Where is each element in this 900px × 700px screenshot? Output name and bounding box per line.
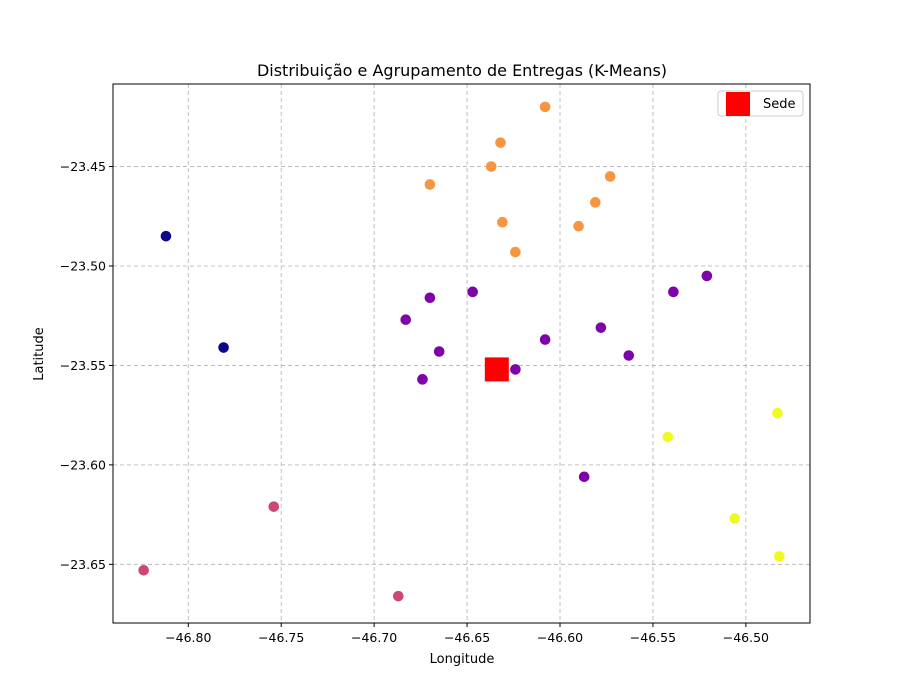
cluster-3-point	[510, 246, 521, 258]
cluster-1-point	[539, 334, 551, 345]
y-tick-label: −23.60	[60, 457, 106, 472]
cluster-3-point	[604, 171, 616, 182]
y-axis-label: Latitude	[32, 327, 47, 381]
cluster-1-point	[701, 270, 713, 282]
cluster-2-point	[268, 501, 280, 512]
headquarters-marker	[484, 357, 509, 382]
cluster-1-point	[400, 314, 412, 325]
cluster-1-point	[623, 350, 635, 361]
x-tick-label: −46.65	[444, 630, 490, 645]
cluster-4-point	[662, 431, 674, 443]
cluster-3-point	[539, 101, 551, 113]
cluster-4-point	[772, 407, 783, 419]
x-tick-label: −46.70	[351, 630, 397, 645]
chart-title: Distribuição e Agrupamento de Entregas (…	[257, 61, 667, 80]
cluster-1-point	[510, 364, 521, 375]
cluster-0-point	[160, 230, 172, 242]
cluster-1-point	[417, 374, 428, 385]
cluster-1-point	[424, 292, 436, 304]
x-tick-label: −46.75	[258, 630, 304, 645]
y-tick-label: −23.55	[60, 358, 106, 373]
cluster-2-point	[393, 590, 404, 602]
cluster-3-point	[497, 216, 508, 228]
data-points	[138, 101, 785, 602]
grid-lines	[113, 84, 810, 623]
x-tick-label: −46.50	[723, 630, 769, 645]
x-tick-label: −46.60	[537, 630, 583, 645]
legend: Sede	[717, 90, 804, 117]
cluster-4-point	[729, 513, 741, 524]
cluster-0-point	[218, 342, 229, 353]
cluster-2-point	[138, 564, 149, 576]
x-tick-label: −46.55	[630, 630, 676, 645]
y-tick-label: −23.45	[60, 159, 106, 174]
y-axis-ticks: −23.45 −23.50 −23.55 −23.60 −23.65	[60, 159, 113, 572]
x-axis-ticks: −46.80 −46.75 −46.70 −46.65 −46.60 −46.55 −46.…	[165, 623, 769, 645]
x-tick-label: −46.80	[165, 630, 211, 645]
x-axis-label: Longitude	[430, 652, 495, 667]
cluster-1-point	[595, 322, 607, 333]
cluster-1-point	[668, 286, 679, 298]
cluster-1-point	[467, 286, 478, 298]
legend-swatch-square	[726, 92, 750, 116]
cluster-3-point	[424, 179, 436, 190]
y-tick-label: −23.50	[60, 258, 106, 273]
cluster-3-point	[485, 161, 497, 172]
cluster-3-point	[495, 137, 506, 148]
cluster-3-point	[590, 197, 601, 208]
plot-frame	[112, 83, 811, 624]
y-tick-label: −23.65	[60, 557, 106, 572]
cluster-4-point	[774, 551, 785, 562]
legend-label: Sede	[763, 97, 796, 112]
cluster-1-point	[578, 471, 590, 483]
cluster-1-point	[433, 346, 445, 357]
cluster-3-point	[573, 220, 584, 232]
